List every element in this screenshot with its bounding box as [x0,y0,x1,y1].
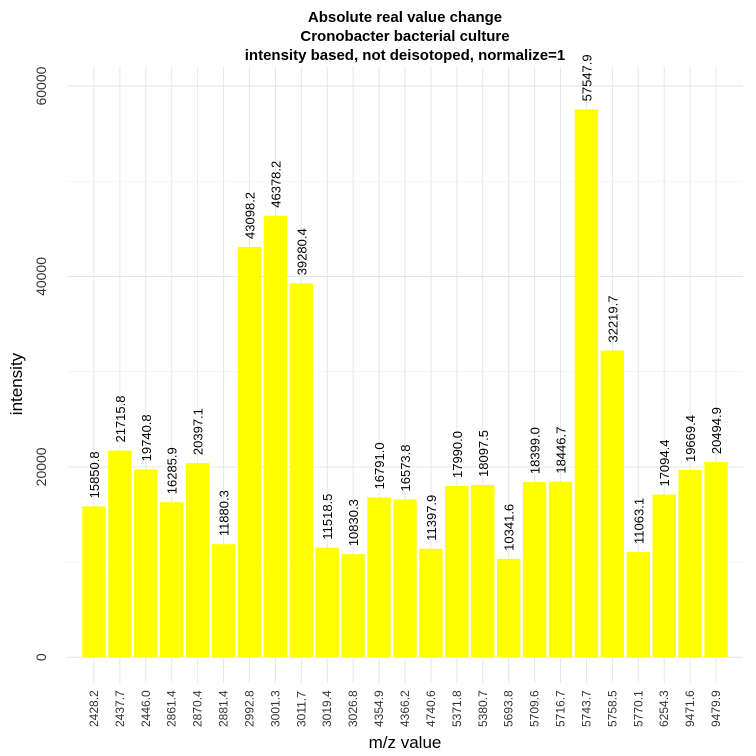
data-labels-group: 15850.8 21715.8 19740.8 16285.9 20397.1 11880… [87,54,724,550]
y-axis-ticks: 0 20000 40000 60000 [33,66,49,661]
bar-2870.4 [185,463,210,658]
bar-4740.6 [419,548,443,658]
x-tick-label: 2992.8 [242,690,256,727]
bar-2992.8 [237,246,262,658]
bar-5380.7 [471,484,495,658]
x-tick-label: 5716.7 [554,690,568,727]
bar-6254.3 [652,494,676,658]
data-label: 39280.4 [294,228,309,275]
x-tick-label: 5770.1 [631,690,645,727]
x-tick-label: 5380.7 [476,690,490,727]
data-label: 10830.3 [346,499,361,546]
bar-2428.2 [82,506,106,658]
x-axis-ticks: 2428.2 2437.7 2446.0 2861.4 2870.4 2881.4 2992… [87,690,723,727]
data-label: 18097.5 [476,430,491,477]
data-label: 11397.9 [424,495,439,541]
bar-5371.8 [445,486,469,658]
data-label: 17990.0 [450,431,465,478]
x-tick-label: 4354.9 [372,690,386,727]
data-label: 11518.5 [320,494,335,540]
data-label: 43098.2 [242,192,257,239]
x-tick-label: 2870.4 [191,690,205,727]
bar-2446.0 [134,469,158,658]
bar-3001.3 [263,215,288,658]
data-label: 18446.7 [554,427,569,474]
x-tick-label: 4366.2 [398,690,412,727]
x-tick-label: 5693.8 [502,690,516,727]
x-tick-label: 3026.8 [346,690,360,727]
bar-5758.5 [600,350,625,658]
x-tick-label: 2861.4 [165,690,179,727]
data-label: 16285.9 [165,447,180,494]
data-label: 57547.9 [579,54,594,101]
x-tick-label: 2881.4 [217,690,231,727]
data-label: 46378.2 [268,161,283,208]
data-label: 11880.3 [217,490,232,536]
x-tick-label: 3011.7 [294,691,308,727]
data-label: 15850.8 [87,451,102,498]
x-tick-label: 5743.7 [579,690,593,727]
bar-5716.7 [548,481,573,658]
data-label: 20397.1 [191,408,206,455]
data-label: 20494.9 [709,407,724,454]
x-tick-label: 3001.3 [268,690,282,727]
x-tick-label: 2446.0 [139,690,153,727]
x-tick-label: 5709.6 [528,690,542,727]
x-tick-label: 5758.5 [605,690,619,727]
chart-title-line-3: intensity based, not deisotoped, normali… [245,47,565,64]
data-label: 18399.0 [528,427,543,474]
x-tick-label: 5371.8 [450,690,464,727]
y-axis-title: intensity [7,352,26,415]
bar-4366.2 [393,499,417,658]
bar-4354.9 [367,497,391,658]
y-tick-label: 40000 [33,257,49,296]
bar-3011.7 [289,283,313,658]
chart-title-line-2: Cronobacter bacterial culture [300,28,509,45]
data-label: 19740.8 [139,414,154,461]
bars-group [82,109,728,658]
x-tick-label: 3019.4 [320,690,334,727]
bar-5709.6 [522,482,547,658]
x-tick-label: 4740.6 [424,690,438,727]
chart-title-line-1: Absolute real value change [308,9,502,26]
bar-5770.1 [626,551,650,658]
x-tick-label: 2428.2 [87,690,101,727]
bar-5743.7 [574,109,599,658]
bar-9479.9 [704,462,728,658]
data-label: 19669.4 [683,415,698,462]
data-label: 32219.7 [605,296,620,343]
x-tick-label: 9471.6 [683,690,697,727]
bar-3026.8 [341,554,365,658]
data-label: 11063.1 [631,498,646,544]
data-label: 16791.0 [372,442,387,489]
data-label: 21715.8 [113,396,128,443]
y-tick-label: 20000 [33,447,49,486]
bar-2881.4 [211,544,236,658]
data-label: 10341.6 [502,504,517,551]
x-tick-label: 2437.7 [113,690,127,727]
data-label: 16573.8 [398,444,413,491]
bar-5693.8 [497,558,521,658]
y-tick-label: 60000 [33,66,49,105]
x-tick-label: 6254.3 [657,690,671,727]
bar-3019.4 [315,547,339,658]
bar-9471.6 [678,470,702,658]
data-label: 17094.4 [657,440,672,487]
y-tick-label: 0 [33,653,49,661]
bar-2437.7 [108,450,132,658]
x-axis-title: m/z value [369,733,442,752]
bar-2861.4 [160,502,184,658]
x-tick-label: 9479.9 [709,690,723,727]
